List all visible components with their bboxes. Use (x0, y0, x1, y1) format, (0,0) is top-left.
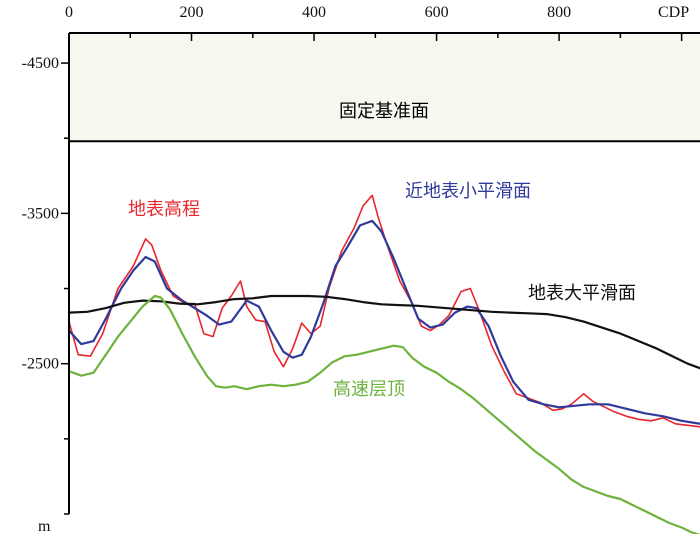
y-tick-label: -4500 (22, 55, 59, 72)
upper-background (69, 33, 700, 142)
x-tick-label: 800 (547, 4, 571, 21)
lower-background (69, 141, 700, 514)
series-large-smooth (67, 294, 700, 370)
y-tick-label: -3500 (22, 205, 59, 222)
y-axis-ticks: -4500 -3500 -2500 (22, 55, 69, 515)
series-label-high-velocity-top: 高速层顶 (333, 379, 405, 400)
x-tick-label: 0 (65, 4, 73, 21)
x-axis-label: CDP (658, 4, 689, 21)
x-axis-ticks: 0 200 400 600 800 (65, 4, 683, 41)
series-high-velocity-top (67, 294, 700, 534)
series-small-smooth (67, 219, 700, 425)
x-tick-label: 200 (180, 4, 204, 21)
y-tick-label: -2500 (22, 356, 59, 373)
series-label-surface-elevation: 地表高程 (128, 199, 200, 220)
series-label-small-smooth: 近地表小平滑面 (405, 181, 531, 202)
series-group (67, 194, 700, 534)
axes (68, 32, 700, 514)
y-axis-label: m (38, 518, 51, 534)
series-label-large-smooth: 地表大平滑面 (528, 283, 636, 304)
x-tick-label: 400 (302, 4, 326, 21)
x-tick-label: 600 (425, 4, 449, 21)
reference-line-label: 固定基准面 (339, 101, 429, 122)
